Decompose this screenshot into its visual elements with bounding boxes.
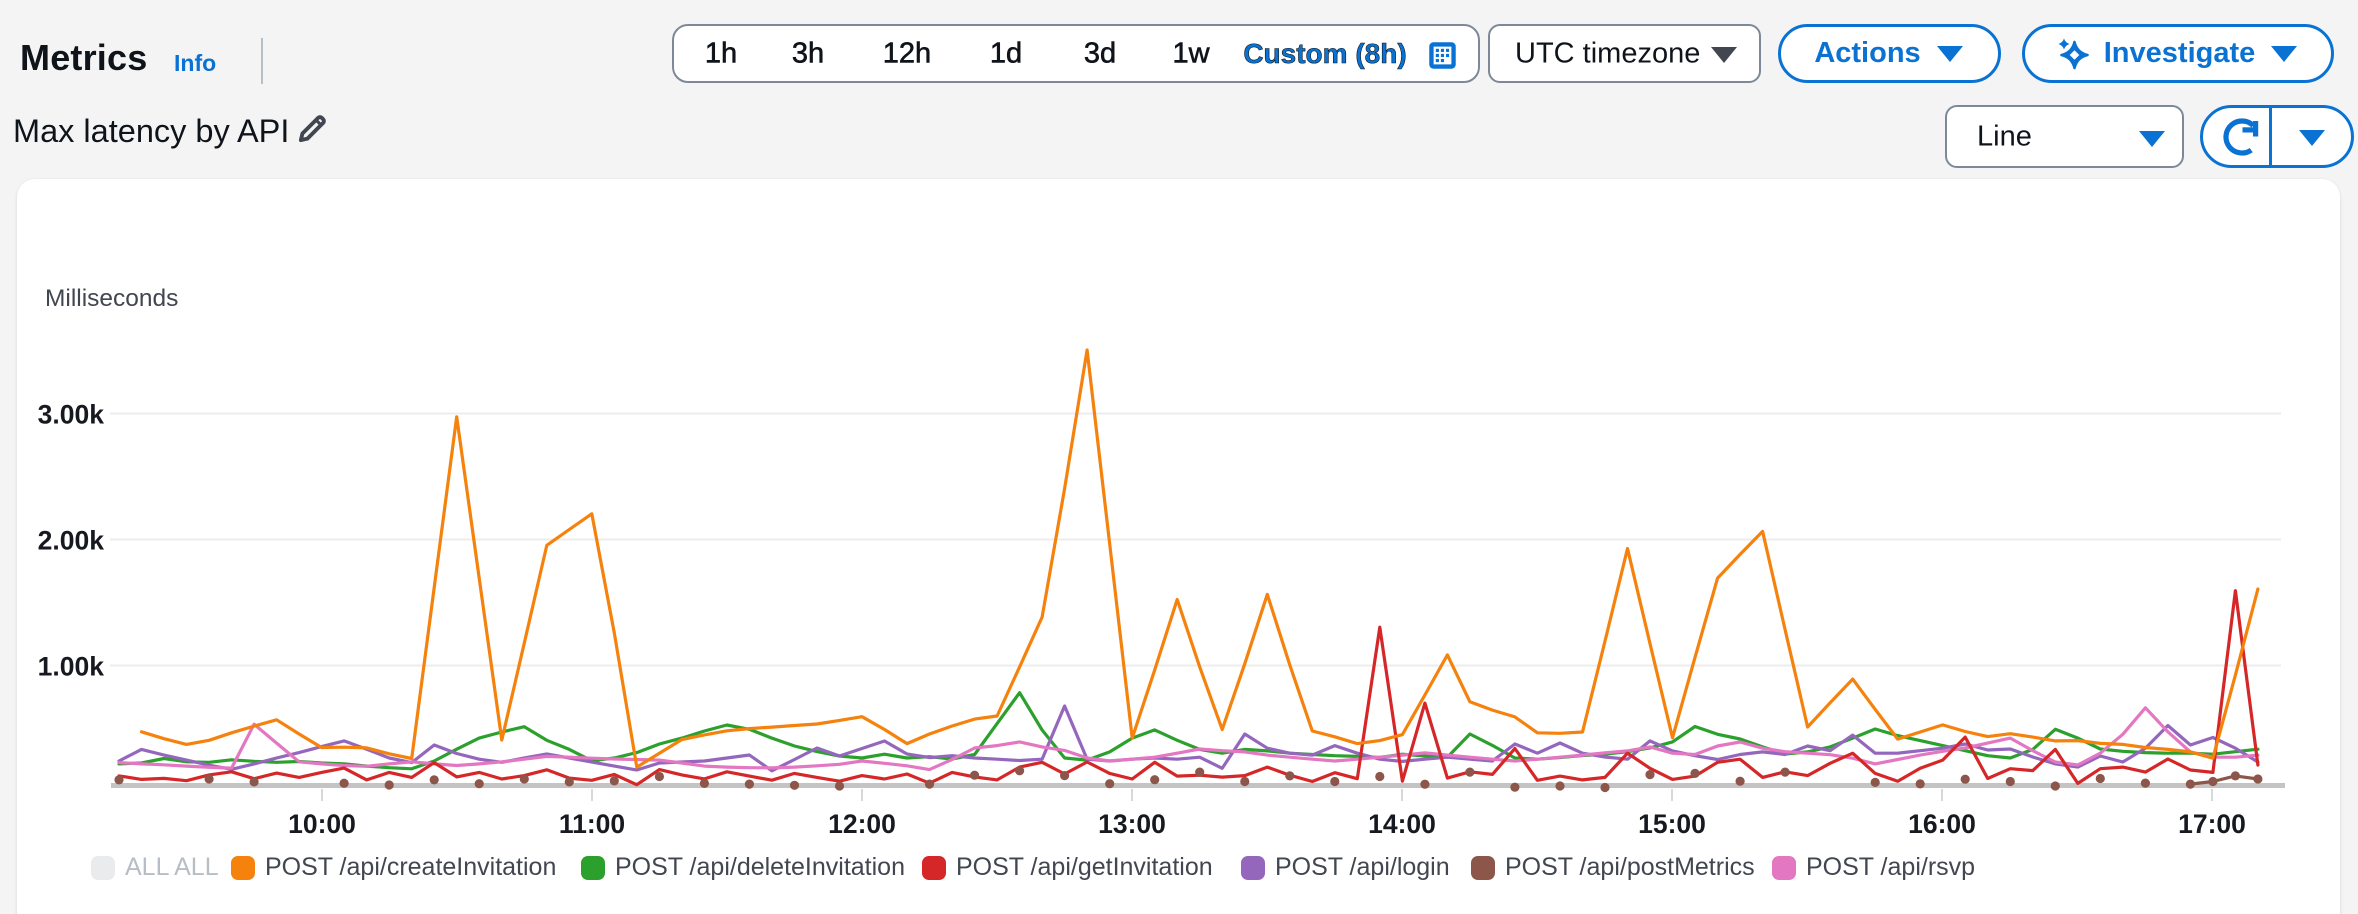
svg-text:1.00k: 1.00k (38, 652, 105, 682)
svg-text:2.00k: 2.00k (38, 526, 105, 556)
svg-text:12:00: 12:00 (828, 809, 896, 839)
svg-text:14:00: 14:00 (1368, 809, 1436, 839)
svg-text:17:00: 17:00 (2178, 809, 2246, 839)
svg-text:3.00k: 3.00k (38, 400, 105, 430)
svg-text:11:00: 11:00 (559, 809, 625, 839)
svg-text:10:00: 10:00 (288, 809, 356, 839)
svg-text:Milliseconds: Milliseconds (45, 285, 178, 312)
svg-text:13:00: 13:00 (1098, 809, 1166, 839)
svg-text:15:00: 15:00 (1638, 809, 1706, 839)
svg-text:16:00: 16:00 (1908, 809, 1976, 839)
